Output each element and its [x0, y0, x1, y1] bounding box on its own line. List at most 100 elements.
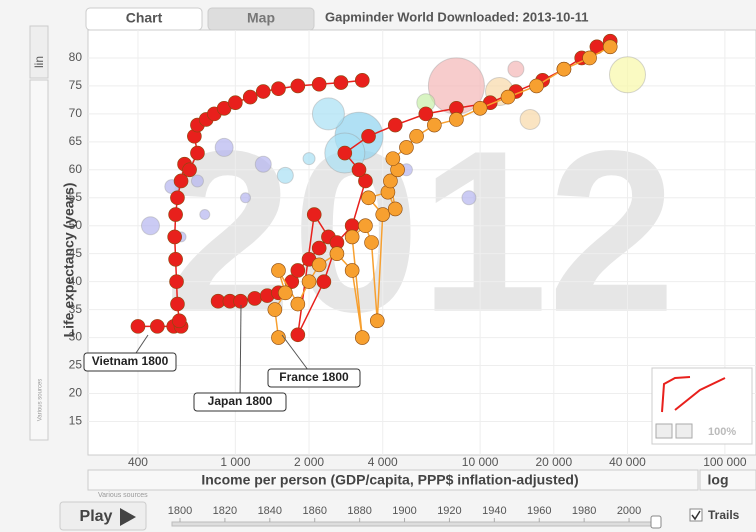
trail-point	[242, 89, 258, 105]
y-indicator-dropdown[interactable]	[29, 79, 49, 441]
x-scale-label[interactable]: log	[708, 472, 729, 488]
y-tick-label: 65	[69, 134, 83, 148]
trail-point	[354, 330, 370, 345]
trail-point	[409, 128, 424, 144]
trail-point	[311, 257, 327, 273]
x-tick-label: 100 000	[703, 455, 747, 469]
source-x[interactable]: Various sources	[98, 492, 148, 499]
trail-point	[500, 89, 516, 105]
trails-label[interactable]: Trails	[708, 508, 740, 522]
y-tick-label: 30	[69, 330, 83, 344]
trail-point	[387, 117, 403, 133]
timeline-tick-label: 2000	[617, 505, 641, 517]
trail-point	[316, 274, 332, 289]
trail-point	[329, 246, 345, 261]
y-tick-label: 15	[69, 414, 83, 428]
tab-map-label[interactable]: Map	[247, 10, 275, 26]
trail-line	[137, 79, 363, 328]
scale-button-label[interactable]: lin	[32, 56, 46, 68]
y-tick-label: 40	[69, 274, 83, 288]
trail-point	[130, 319, 146, 334]
trail-point	[387, 201, 403, 217]
label-pointer	[239, 304, 242, 403]
y-axis-label: Life expectancy (years)	[61, 183, 77, 338]
country-bubble	[140, 216, 160, 236]
timeline-handle	[650, 515, 662, 529]
trail-point	[582, 50, 597, 66]
country-bubble	[254, 155, 272, 173]
trail-point	[168, 207, 183, 222]
trail-point	[290, 327, 306, 343]
trail-point	[290, 296, 306, 312]
year-watermark: 2012	[164, 103, 676, 360]
country-bubble	[214, 137, 234, 157]
timeline-tick-label: 1800	[168, 505, 192, 517]
timeline-tick-label: 1980	[572, 505, 596, 517]
trail-point	[354, 73, 370, 88]
y-tick-label: 70	[69, 106, 83, 120]
timeline-tick-label: 1940	[482, 505, 506, 517]
trail-point	[306, 207, 322, 222]
timeline-tick-label: 1880	[347, 505, 371, 517]
tab-chart-label[interactable]: Chart	[126, 10, 163, 26]
trail-point	[228, 95, 243, 110]
trail-point	[358, 173, 373, 189]
trail-point	[602, 39, 618, 55]
zoom-in[interactable]	[655, 423, 673, 439]
timeline-tick-label: 1900	[392, 505, 416, 517]
x-scale-dropdown[interactable]	[699, 469, 756, 491]
play-label[interactable]: Play	[80, 508, 113, 525]
trail-point	[167, 229, 182, 245]
x-tick-label: 2 000	[294, 455, 324, 469]
trail-point	[333, 75, 349, 90]
trail-point	[311, 76, 327, 92]
trail-point	[375, 207, 391, 222]
zoom-out[interactable]	[675, 423, 693, 439]
trail-point	[383, 173, 398, 189]
trail-point	[255, 84, 271, 99]
y-tick-label: 20	[69, 386, 83, 400]
scale-button[interactable]	[29, 25, 49, 79]
x-tick-label: 10 000	[462, 455, 499, 469]
timeline[interactable]: 1800 1820 1840 1860 1880 1900 1920 1940 1960 1980…	[168, 505, 662, 529]
y-tick-label: 25	[69, 358, 83, 372]
country-bubble	[311, 97, 345, 131]
x-tick-label: 4 000	[368, 455, 398, 469]
x-indicator-dropdown[interactable]	[87, 469, 699, 491]
timeline-tick-label: 1840	[258, 505, 282, 517]
x-axis-label: Income per person (GDP/capita, PPP$ infl…	[201, 472, 578, 488]
trail-point	[173, 173, 189, 189]
trail-point	[311, 240, 327, 256]
country-bubble	[190, 174, 204, 188]
trail-point	[449, 112, 464, 127]
trail-point	[170, 296, 185, 312]
trail-label: Japan 1800	[208, 394, 273, 408]
trail-point	[182, 162, 197, 178]
play-icon[interactable]	[120, 508, 136, 526]
trail-point	[168, 251, 183, 267]
trail-point	[337, 145, 353, 161]
y-tick-label: 45	[69, 246, 83, 260]
trail-label: France 1800	[279, 370, 349, 384]
trail-point	[150, 319, 165, 334]
minimap-trail	[661, 376, 726, 413]
trail-point	[385, 151, 401, 166]
trail-point	[271, 263, 286, 278]
trail-point	[361, 128, 376, 144]
trail-label-box	[267, 368, 361, 388]
trail-point	[364, 235, 379, 250]
y-tick-label: 55	[69, 190, 83, 204]
country-bubble	[507, 60, 525, 78]
trail-point	[529, 78, 544, 94]
source-y[interactable]: Various sources	[38, 379, 44, 422]
country-bubble	[239, 192, 251, 204]
trail-point	[169, 274, 184, 289]
timeline-tick-label: 1820	[213, 505, 237, 517]
y-tick-label: 50	[69, 218, 83, 232]
country-bubble	[519, 108, 541, 130]
trail-point	[290, 78, 306, 94]
trail-label-box	[193, 392, 287, 412]
trails-checkbox[interactable]	[689, 508, 703, 522]
zoom-level: 100%	[708, 426, 736, 438]
